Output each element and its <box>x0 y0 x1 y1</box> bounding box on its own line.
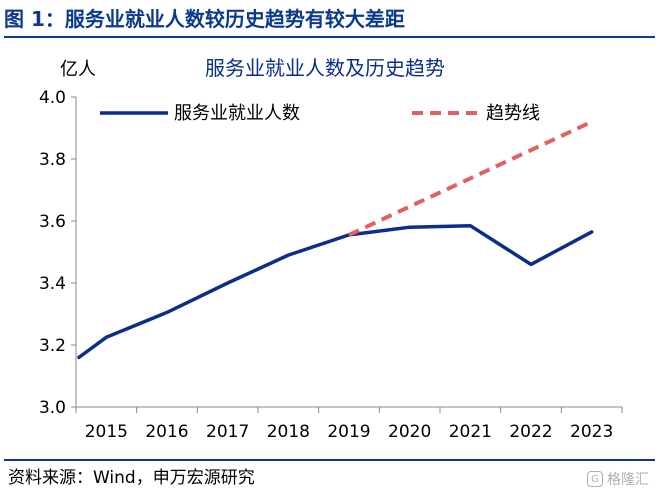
chart: 亿人 服务业就业人数及历史趋势 3.0 3.2 3.4 3.6 3.8 4.0 2015 20… <box>0 40 659 460</box>
x-tick-label: 2021 <box>449 422 492 442</box>
y-tick-label: 3.6 <box>39 212 66 232</box>
source-note: 资料来源：Wind，申万宏源研究 <box>8 468 255 488</box>
y-tick-label: 3.0 <box>39 398 66 418</box>
watermark-text: 格隆汇 <box>607 472 649 488</box>
x-tick-label: 2015 <box>85 422 128 442</box>
legend-label: 服务业就业人数 <box>174 103 300 124</box>
legend-label: 趋势线 <box>486 103 540 124</box>
y-tick-label: 4.0 <box>39 88 66 108</box>
x-tick-label: 2020 <box>388 422 431 442</box>
chart-title: 服务业就业人数及历史趋势 <box>205 56 445 80</box>
line-chart-svg: 亿人 服务业就业人数及历史趋势 3.0 3.2 3.4 3.6 3.8 4.0 2015 20… <box>39 56 623 442</box>
axes: 3.0 3.2 3.4 3.6 3.8 4.0 2015 2016 2017 2018 2019 20… <box>39 88 623 442</box>
x-tick-label: 2023 <box>570 422 613 442</box>
y-tick-label: 3.2 <box>39 336 66 356</box>
x-tick-label: 2019 <box>327 422 370 442</box>
g-icon: G <box>587 471 603 487</box>
figure-title: 图 1：服务业就业人数较历史趋势有较大差距 <box>4 7 405 31</box>
watermark: G 格隆汇 <box>587 467 649 491</box>
employment-line <box>77 223 594 360</box>
title-divider <box>4 36 655 38</box>
plot-area <box>77 119 594 360</box>
y-tick-label: 3.8 <box>39 150 66 170</box>
trend-line <box>348 119 593 237</box>
y-axis-label: 亿人 <box>60 59 96 80</box>
x-tick-label: 2018 <box>267 422 310 442</box>
x-tick-label: 2022 <box>509 422 552 442</box>
y-tick-label: 3.4 <box>39 274 66 294</box>
legend: 服务业就业人数 趋势线 <box>100 103 540 124</box>
x-tick-label: 2017 <box>206 422 249 442</box>
source-divider <box>4 459 655 461</box>
x-tick-label: 2016 <box>145 422 188 442</box>
